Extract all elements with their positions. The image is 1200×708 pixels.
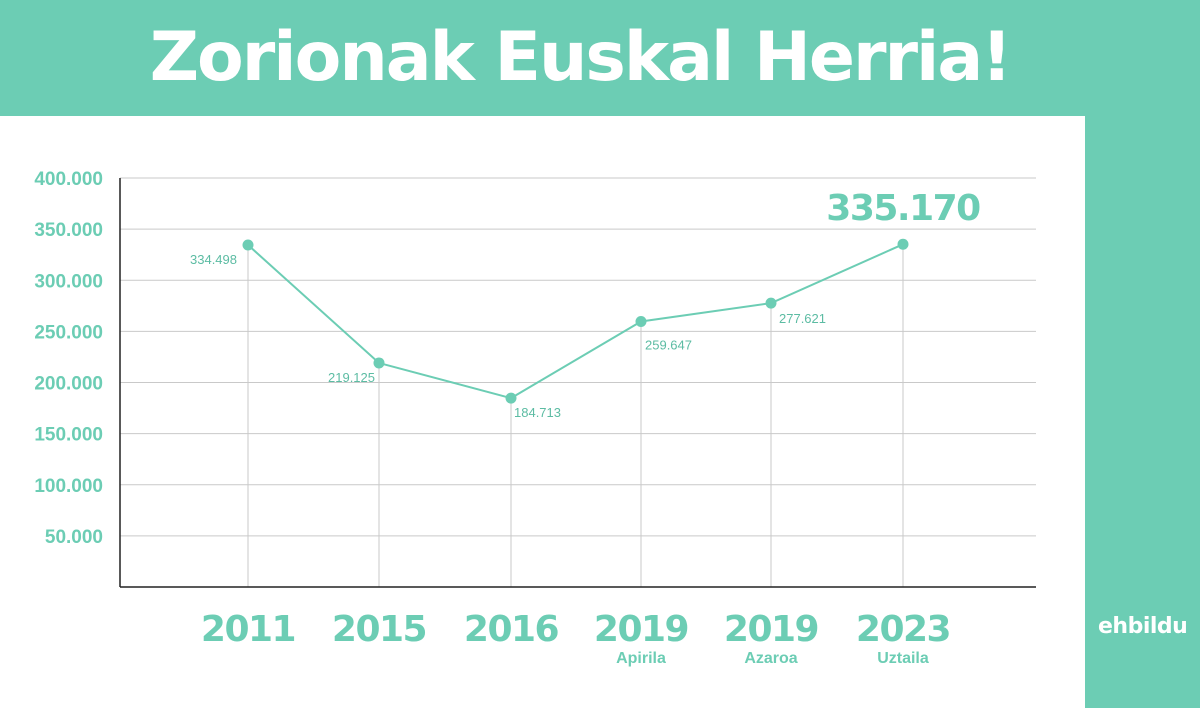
y-tick-label: 100.000 <box>34 476 103 497</box>
y-tick-label: 200.000 <box>34 374 103 395</box>
y-tick-label: 400.000 <box>34 169 103 190</box>
x-tick-label: 2015 <box>332 609 426 650</box>
x-tick-label: 2019 <box>724 609 818 650</box>
data-label: 277.621 <box>779 311 826 326</box>
side-strip <box>1085 116 1200 708</box>
x-tick-label: 2019 <box>594 609 688 650</box>
data-label: 219.125 <box>328 370 375 385</box>
series-line <box>247 243 904 400</box>
data-point <box>373 357 385 369</box>
data-label: 334.498 <box>190 252 237 267</box>
data-point <box>635 316 647 328</box>
header-bar: Zorionak Euskal Herria! <box>0 0 1200 116</box>
x-tick-label: 2011 <box>201 609 295 650</box>
data-point <box>765 297 777 309</box>
data-point <box>897 238 909 250</box>
x-tick-sublabel: Azaroa <box>744 650 797 667</box>
data-point <box>505 392 517 404</box>
x-tick-sublabel: Uztaila <box>877 650 929 667</box>
ehbildu-logo: ehbildu <box>1098 614 1188 639</box>
y-tick-label: 300.000 <box>34 271 103 292</box>
data-label: 259.647 <box>645 338 692 353</box>
data-label-highlight: 335.170 <box>826 188 980 229</box>
x-tick-label: 2023 <box>856 609 950 650</box>
page-title: Zorionak Euskal Herria! <box>149 18 1013 97</box>
data-point <box>242 239 254 251</box>
data-label: 184.713 <box>514 405 561 420</box>
chart-panel <box>0 116 1085 708</box>
y-tick-label: 50.000 <box>45 527 103 548</box>
x-tick-label: 2016 <box>464 609 559 650</box>
y-tick-label: 250.000 <box>34 322 103 343</box>
x-tick-sublabel: Apirila <box>616 650 666 667</box>
y-tick-label: 150.000 <box>34 425 103 446</box>
y-tick-label: 350.000 <box>34 220 103 241</box>
